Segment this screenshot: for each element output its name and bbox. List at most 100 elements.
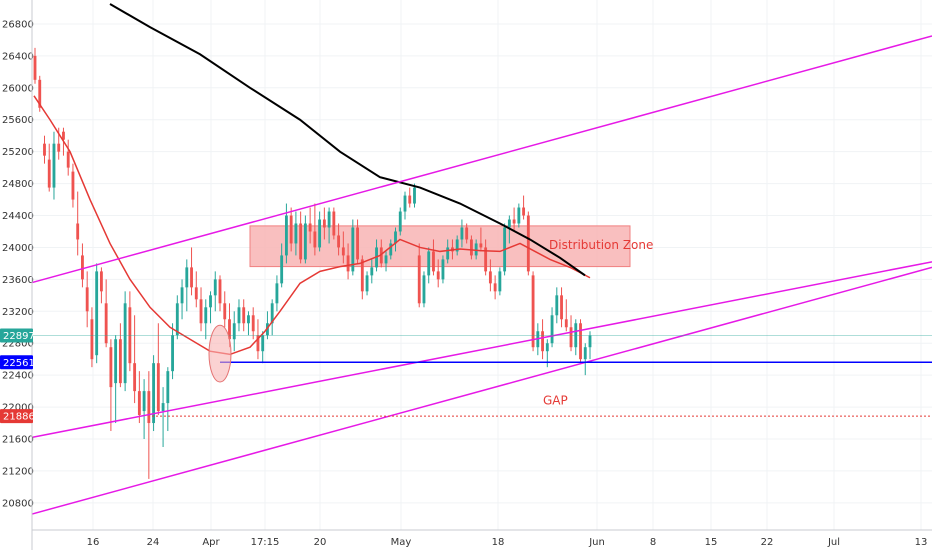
candle-body	[545, 343, 549, 352]
candle-body	[104, 303, 108, 344]
candle-body	[171, 335, 174, 372]
candle-body	[398, 211, 402, 232]
candle-body	[337, 235, 341, 248]
price-tags: 22897 22561 21886	[0, 328, 35, 424]
candle-body	[275, 283, 279, 304]
moving-average-black	[109, 3, 586, 277]
candle-body	[270, 303, 274, 324]
candle-body	[232, 323, 236, 340]
candle-body	[313, 231, 317, 248]
candle-body	[341, 247, 345, 256]
y-tick-label: 22400	[2, 371, 34, 382]
candle-body	[413, 187, 416, 204]
candle-body	[166, 371, 170, 404]
candle-body	[569, 327, 573, 348]
candle-body	[204, 307, 208, 324]
candle-body	[299, 223, 303, 260]
candle-body	[85, 287, 89, 312]
x-tick-label: 24	[147, 537, 160, 548]
y-tick-label: 23200	[2, 307, 34, 318]
candle-body	[284, 215, 288, 256]
candle-body	[147, 391, 151, 424]
candle-body	[469, 239, 473, 256]
y-tick-label: 22000	[2, 403, 34, 414]
candle-body	[446, 247, 450, 260]
distribution-zone-box	[249, 225, 631, 268]
y-tick-label: 26000	[2, 83, 34, 94]
candle-body	[346, 255, 350, 272]
candle-body	[294, 223, 298, 244]
candle-body	[365, 275, 369, 292]
grid	[32, 0, 932, 530]
candle-body	[38, 79, 42, 108]
y-tick-label: 25200	[2, 147, 34, 158]
candle-body	[194, 287, 198, 300]
candle-body	[498, 271, 502, 292]
candle-body	[579, 323, 582, 360]
candle-body	[517, 207, 521, 224]
candle-body	[308, 223, 312, 232]
price-tag-label: 21886	[3, 412, 35, 423]
candle-body	[289, 215, 293, 244]
gap-label: GAP	[543, 394, 568, 408]
candle-body	[123, 303, 127, 384]
candle-body	[327, 211, 331, 228]
candle-body	[43, 143, 46, 156]
candle-body	[493, 283, 497, 292]
candle-body	[237, 307, 241, 324]
candle-body	[422, 275, 426, 304]
candle-body	[550, 315, 554, 344]
candle-body	[190, 267, 193, 288]
candle-body	[71, 171, 75, 200]
candle-body	[175, 303, 179, 336]
x-tick-label: 18	[492, 537, 505, 548]
candle-body	[474, 243, 478, 256]
candle-body	[583, 347, 587, 360]
candle-body	[47, 159, 51, 188]
candle-body	[408, 195, 412, 204]
candle-body	[247, 315, 250, 324]
candle-body	[322, 219, 326, 228]
x-tick-label: Jul	[827, 537, 840, 548]
distribution-zone	[249, 225, 631, 268]
candle-body	[218, 279, 222, 304]
time-axis[interactable]: 16 24 Apr 17:15 20 May 18 Jun 8 15 22 Jul 13	[32, 529, 932, 548]
candle-body	[99, 271, 103, 292]
x-tick-label: 16	[87, 537, 100, 548]
candle-body	[488, 271, 492, 284]
x-tick-label: Apr	[202, 537, 220, 548]
price-axis[interactable]: 20800 21200 21600 22000 22400 22800 23200 23600…	[2, 0, 34, 550]
y-tick-label: 24800	[2, 179, 34, 190]
x-tick-label: 13	[915, 537, 928, 548]
candle-body	[142, 391, 146, 412]
channel-middle-line	[31, 261, 932, 439]
moving-averages	[33, 3, 591, 356]
candle-body	[242, 307, 246, 324]
candle-body	[76, 223, 80, 240]
candle-body	[223, 303, 227, 320]
moving-average-red	[33, 95, 591, 356]
candle-body	[185, 267, 189, 288]
candle-body	[427, 251, 431, 276]
price-tag	[0, 409, 33, 424]
candle-body	[360, 259, 364, 292]
y-tick-label: 26400	[2, 51, 34, 62]
candle-body	[251, 315, 255, 332]
channel-lower-line	[31, 266, 932, 515]
candle-body	[455, 239, 459, 252]
candle-body	[370, 267, 374, 276]
candle-body	[228, 319, 231, 340]
x-tick-label: Jun	[588, 537, 605, 548]
candle-body	[522, 207, 526, 216]
price-tag	[0, 328, 33, 343]
candle-body	[118, 339, 122, 384]
candle-body	[52, 143, 56, 188]
candle-body	[33, 55, 37, 80]
candle-body	[95, 271, 99, 356]
candle-body	[389, 243, 393, 256]
y-tick-label: 24400	[2, 211, 34, 222]
candle-body	[564, 319, 568, 328]
candle-body	[465, 227, 469, 240]
candle-body	[180, 287, 184, 304]
